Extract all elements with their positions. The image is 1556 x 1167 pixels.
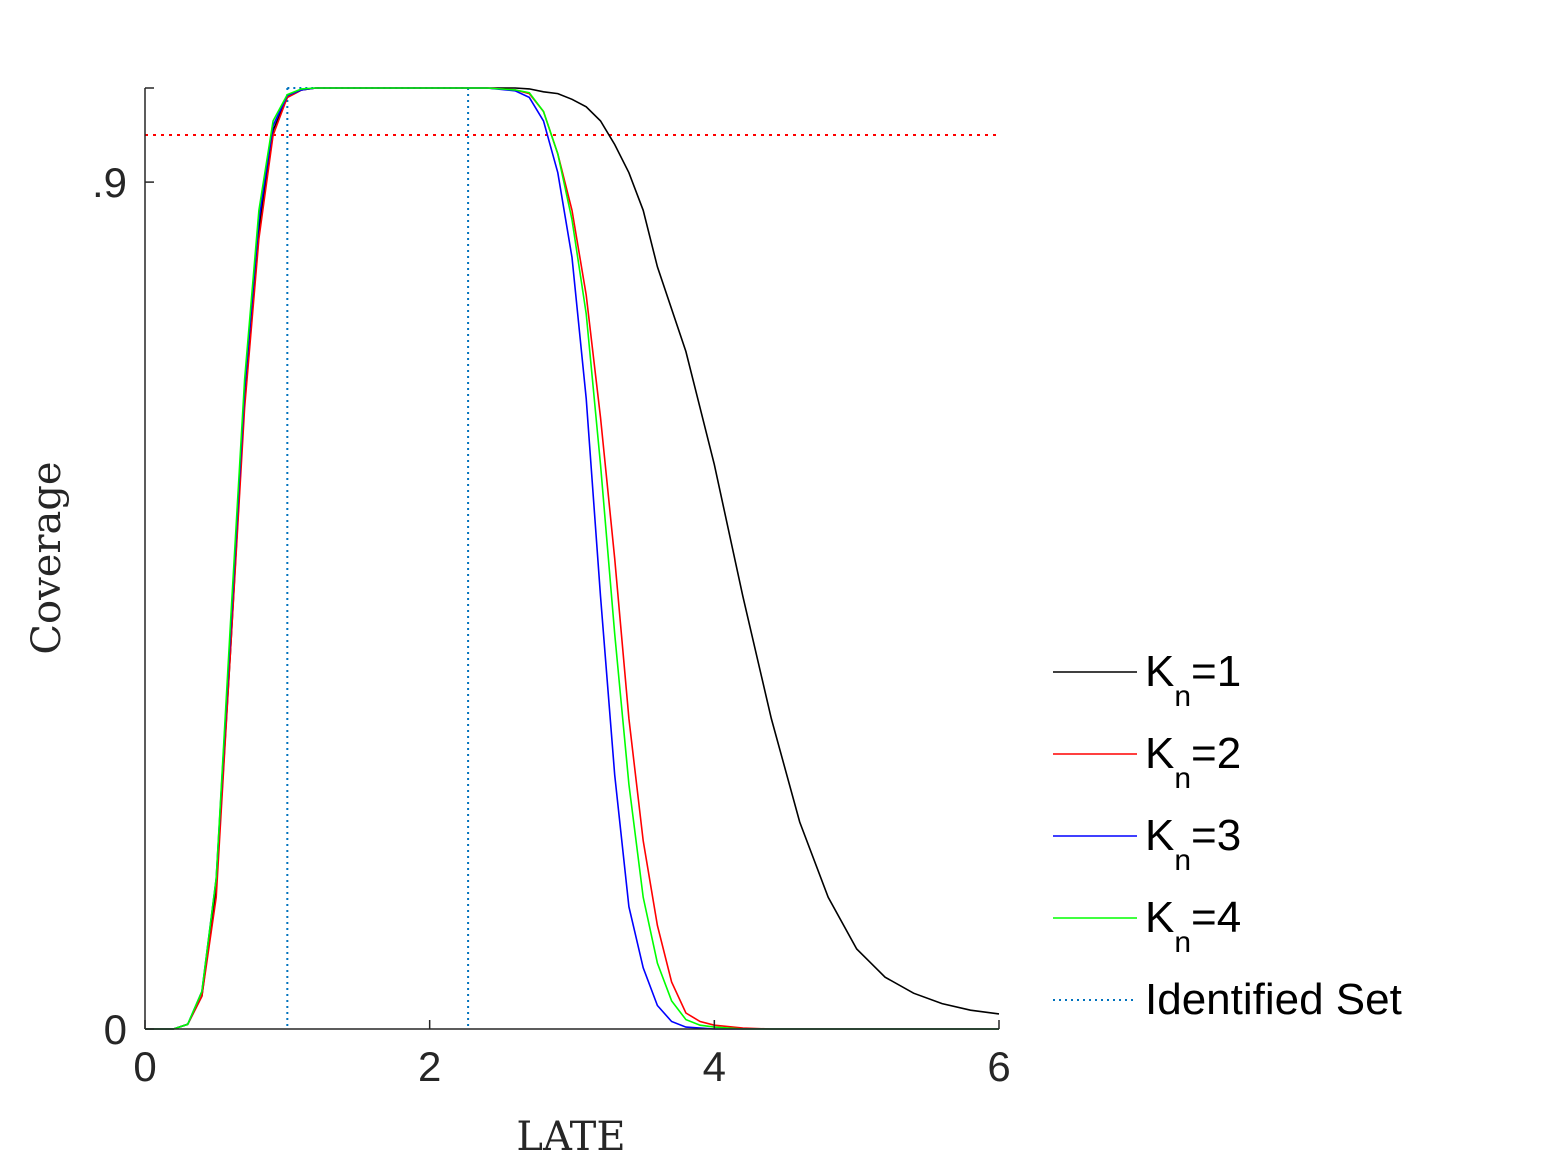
series-line-k3 <box>145 87 999 1030</box>
x-tick-label: 4 <box>703 1043 726 1090</box>
legend-label-k1: Kn=1 <box>1145 647 1241 713</box>
y-tick-label: .9 <box>92 159 127 206</box>
series-line-k4 <box>145 87 999 1030</box>
y-axis-label: Coverage <box>24 461 70 654</box>
legend-label-k2: Kn=2 <box>1145 729 1241 795</box>
legend-label-k4: Kn=4 <box>1145 893 1241 959</box>
series-line-k2 <box>145 87 999 1030</box>
series-line-k1 <box>145 87 1000 1030</box>
plot-area <box>145 87 1000 1030</box>
legend: Kn=1 Kn=2 Kn=3 Kn=4 Identified Set <box>1053 647 1402 1024</box>
legend-label-k3: Kn=3 <box>1145 811 1241 877</box>
x-tick-label: 2 <box>418 1043 441 1090</box>
y-tick-label: 0 <box>104 1006 127 1053</box>
x-axis-label: LATE <box>516 1114 625 1160</box>
x-tick-label: 6 <box>987 1043 1010 1090</box>
axes: 0 2 4 6 0 .9 <box>92 87 1011 1090</box>
x-tick-label: 0 <box>133 1043 156 1090</box>
legend-label-identified-set: Identified Set <box>1145 975 1402 1024</box>
